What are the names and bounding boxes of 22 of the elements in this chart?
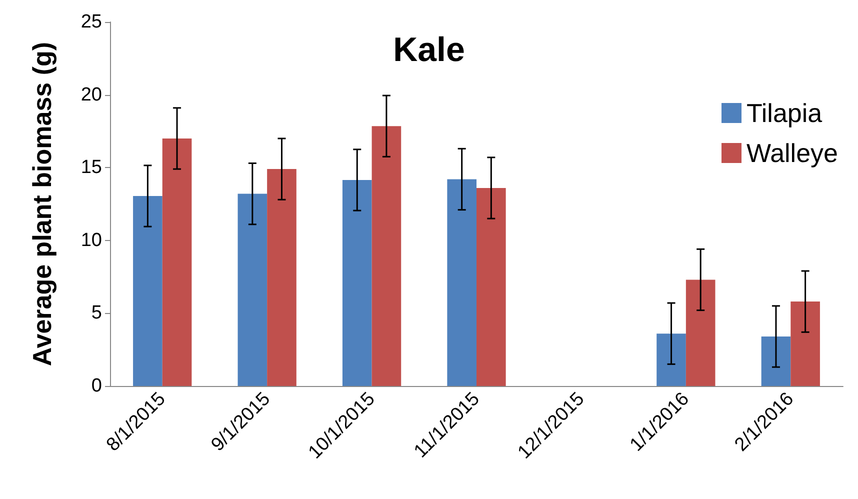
- bar: [476, 188, 506, 386]
- bar: [342, 180, 372, 386]
- y-tick-label: 0: [91, 376, 102, 396]
- bar: [686, 280, 716, 386]
- bar: [790, 302, 820, 386]
- bar: [238, 194, 268, 386]
- y-tick-label: 10: [80, 230, 102, 251]
- y-tick-label: 15: [80, 157, 102, 178]
- bar: [372, 126, 402, 386]
- chart-title: Kale: [393, 31, 465, 69]
- legend-label: Walleye: [746, 138, 838, 168]
- y-tick-label: 25: [80, 12, 102, 32]
- bar: [162, 138, 192, 386]
- y-tick-label: 20: [80, 84, 102, 106]
- bar: [761, 336, 791, 386]
- bar: [267, 169, 296, 386]
- bar: [656, 334, 686, 386]
- y-axis-title: Average plant biomass (g): [27, 42, 57, 366]
- bar: [447, 179, 476, 386]
- bar: [133, 196, 162, 386]
- legend-label: Tilapia: [746, 98, 823, 128]
- y-tick-label: 5: [91, 302, 102, 324]
